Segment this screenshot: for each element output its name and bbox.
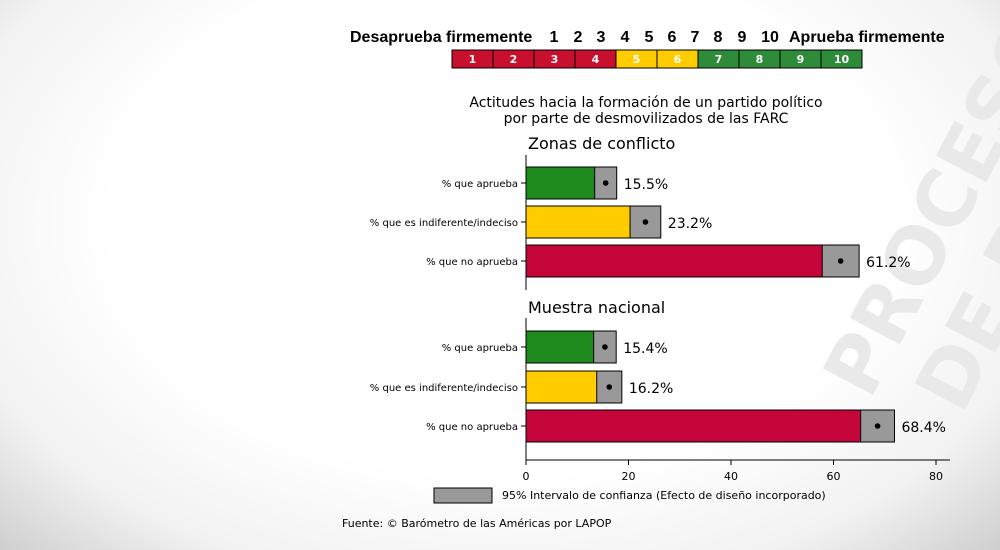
point-estimate-g1-b2 bbox=[874, 423, 881, 429]
scale-box-number-8: 8 bbox=[756, 53, 764, 66]
point-estimate-g0-b2 bbox=[837, 258, 844, 264]
bar-value-label: 61.2% bbox=[866, 255, 910, 271]
scale-number-6: 6 bbox=[668, 29, 677, 46]
bar-category-label: % que es indiferente/indeciso bbox=[370, 218, 518, 229]
scale-box-number-6: 6 bbox=[674, 53, 682, 66]
bar-value-label: 15.4% bbox=[623, 341, 667, 357]
scale-box-number-7: 7 bbox=[715, 53, 723, 66]
bar-category-label: % que no aprueba bbox=[426, 257, 518, 268]
bar-g0-b0 bbox=[525, 166, 606, 200]
bar-value-label: 68.4% bbox=[901, 420, 945, 436]
scale-number-2: 2 bbox=[574, 29, 583, 46]
x-tick-label-80: 80 bbox=[929, 470, 943, 483]
legend-ci-swatch bbox=[433, 487, 493, 504]
scale-box-number-10: 10 bbox=[834, 53, 850, 66]
bar-value-label: 15.5% bbox=[624, 177, 668, 193]
scale-number-3: 3 bbox=[597, 29, 606, 46]
approval-scale: Desaprueba firmemente 1 2 3 4 5 6 7 8 9 10 Aprueb… bbox=[350, 29, 945, 69]
bar-g0-b2 bbox=[525, 244, 841, 278]
bar-category-label: % que aprueba bbox=[442, 179, 518, 190]
bar-value-label: 23.2% bbox=[668, 216, 712, 232]
scale-number-9: 9 bbox=[738, 29, 747, 46]
ci-box-g0-b1 bbox=[629, 205, 662, 239]
chart-title-line-2: por parte de desmovilizados de las FARC bbox=[504, 111, 789, 127]
point-estimate-g0-b0 bbox=[602, 180, 609, 186]
bar-g1-b0 bbox=[525, 330, 606, 364]
point-estimate-g1-b1 bbox=[606, 384, 613, 390]
scale-right-label: Aprueba firmemente bbox=[789, 29, 945, 46]
point-estimate-g1-b0 bbox=[602, 344, 608, 350]
bar-category-label: % que aprueba bbox=[442, 343, 518, 354]
group-title-national: Muestra nacional bbox=[528, 298, 665, 317]
bar-g1-b2 bbox=[525, 409, 878, 443]
scale-box-number-3: 3 bbox=[551, 53, 559, 66]
x-tick-label-0: 0 bbox=[523, 470, 530, 483]
scale-number-8: 8 bbox=[714, 29, 723, 46]
chart-title-line-1: Actitudes hacia la formación de un parti… bbox=[469, 95, 822, 111]
scale-box-number-9: 9 bbox=[797, 53, 805, 66]
bar-category-label: % que no aprueba bbox=[426, 422, 518, 433]
scale-box-number-1: 1 bbox=[469, 53, 477, 66]
scale-number-7: 7 bbox=[691, 29, 700, 46]
x-tick-label-20: 20 bbox=[622, 470, 636, 483]
scale-number-4: 4 bbox=[621, 29, 630, 46]
x-tick-label-60: 60 bbox=[827, 470, 841, 483]
scale-number-1: 1 bbox=[550, 29, 559, 46]
point-estimate-g0-b1 bbox=[642, 219, 649, 225]
scale-number-10: 10 bbox=[761, 29, 779, 46]
bar-g1-b1 bbox=[525, 370, 610, 404]
x-tick-label-40: 40 bbox=[724, 470, 738, 483]
bar-category-label: % que es indiferente/indeciso bbox=[370, 383, 518, 394]
scale-box-number-4: 4 bbox=[592, 53, 600, 66]
scale-box-number-5: 5 bbox=[633, 53, 641, 66]
scale-left-label: Desaprueba firmemente bbox=[350, 29, 532, 46]
group-title-conflict: Zonas de conflicto bbox=[528, 134, 675, 153]
scale-box-number-2: 2 bbox=[510, 53, 518, 66]
legend-ci-label: 95% Intervalo de confianza (Efecto de di… bbox=[502, 489, 826, 502]
bar-g0-b1 bbox=[525, 205, 646, 239]
bar-value-label: 16.2% bbox=[629, 381, 673, 397]
scale-number-5: 5 bbox=[645, 29, 654, 46]
source-note: Fuente: © Barómetro de las Américas por … bbox=[342, 517, 612, 530]
scale-box-10 bbox=[820, 49, 863, 69]
